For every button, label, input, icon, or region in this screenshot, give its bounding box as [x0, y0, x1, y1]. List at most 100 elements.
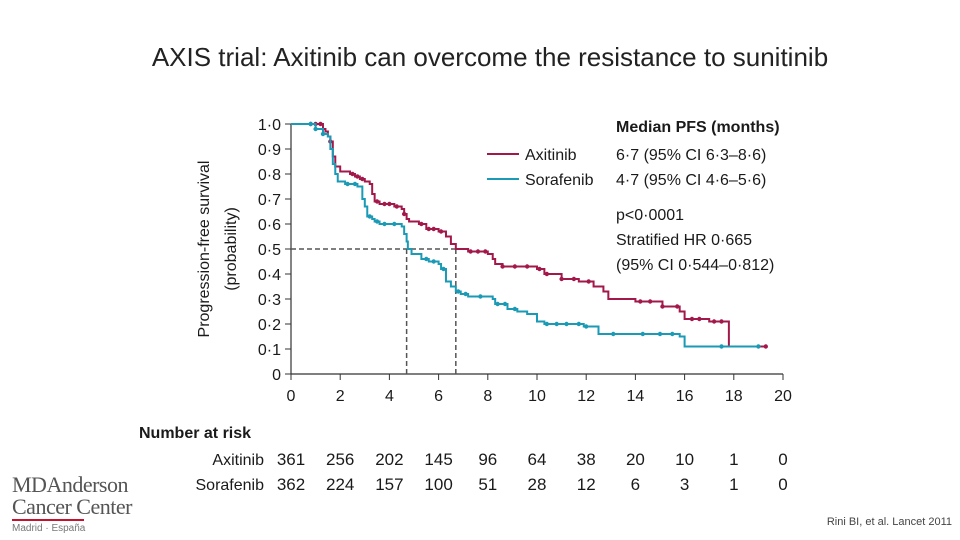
y-axis-label: Progression-free survival (probability): [196, 161, 240, 338]
censor-mark-sorafenib: [719, 344, 724, 349]
censor-mark-axitinib: [763, 344, 768, 349]
x-ticks: 0 2 4 6 8 10 12 14 16 18 20: [287, 374, 792, 405]
curve-sorafenib: [291, 123, 759, 348]
risk-value-axitinib: 20: [626, 450, 645, 469]
censor-mark-sorafenib: [441, 266, 446, 272]
censor-mark-sorafenib: [670, 331, 675, 337]
risk-value-sorafenib: 157: [375, 475, 403, 494]
censor-mark-axitinib: [360, 176, 365, 182]
y-tick-label: 0·2: [258, 317, 281, 334]
censor-mark-sorafenib: [352, 181, 358, 187]
logo-underline: [12, 519, 84, 521]
censor-mark-sorafenib: [374, 219, 380, 224]
y-tick-label: 0·8: [258, 167, 281, 184]
censor-mark-axitinib: [318, 121, 323, 127]
censor-mark-sorafenib: [463, 291, 468, 297]
censor-mark-axitinib: [431, 226, 436, 232]
censor-mark-sorafenib: [478, 294, 483, 299]
censor-mark-sorafenib: [756, 344, 761, 349]
censor-mark-axitinib: [647, 299, 653, 304]
censor-mark-axitinib: [697, 316, 702, 322]
y-axis-label-line2: (probability): [223, 207, 240, 291]
x-tick-label: 10: [528, 388, 546, 405]
x-tick-label: 16: [676, 388, 694, 405]
censor-mark-axitinib: [660, 304, 665, 309]
logo-line-1: MDAnderson: [12, 472, 129, 497]
censor-mark-axitinib: [512, 264, 518, 269]
censor-mark-sorafenib: [544, 321, 550, 327]
y-tick-label: 0·9: [258, 142, 281, 159]
censor-mark-sorafenib: [495, 301, 500, 307]
censor-mark-axitinib: [483, 249, 488, 254]
censor-mark-axitinib: [500, 264, 505, 269]
x-tick-label: 20: [774, 388, 792, 405]
censor-mark-axitinib: [438, 229, 444, 234]
y-tick-label: 1·0: [258, 117, 281, 134]
x-tick-label: 6: [434, 388, 443, 405]
censor-mark-axitinib: [468, 249, 473, 254]
censor-mark-sorafenib: [554, 321, 559, 327]
censor-mark-axitinib: [675, 304, 680, 309]
censor-mark-axitinib: [571, 276, 577, 282]
risk-value-sorafenib: 51: [478, 475, 497, 494]
risk-value-axitinib: 64: [528, 450, 547, 469]
hazard-ratio-annotation: Stratified HR 0·665: [616, 232, 752, 249]
x-tick-label: 4: [385, 388, 394, 405]
censor-mark-axitinib: [401, 211, 407, 217]
censor-mark-sorafenib: [611, 331, 616, 337]
risk-value-sorafenib: 224: [326, 475, 354, 494]
censor-mark-sorafenib: [392, 221, 397, 227]
x-tick-label: 14: [627, 388, 645, 405]
censor-mark-sorafenib: [345, 181, 350, 187]
legend-label-axitinib: Axitinib: [525, 147, 577, 164]
censor-mark-sorafenib: [313, 126, 318, 132]
censor-mark-axitinib: [559, 276, 564, 282]
risk-value-sorafenib: 12: [577, 475, 596, 494]
censor-mark-sorafenib: [424, 256, 429, 262]
p-value-annotation: p<0·0001: [616, 207, 684, 224]
legend: Median PFS (months) Axitinib 6·7 (95% CI…: [487, 119, 780, 274]
censor-mark-axitinib: [689, 316, 695, 322]
risk-value-axitinib: 96: [478, 450, 497, 469]
risk-value-sorafenib: 1: [729, 475, 738, 494]
x-tick-label: 12: [577, 388, 595, 405]
censor-mark-axitinib: [719, 319, 724, 324]
censor-mark-axitinib: [711, 319, 717, 324]
censor-mark-sorafenib: [640, 331, 645, 337]
risk-row-label-sorafenib: Sorafenib: [196, 477, 265, 494]
risk-value-axitinib: 202: [375, 450, 403, 469]
censor-mark-sorafenib: [320, 131, 326, 137]
y-tick-label: 0·1: [258, 342, 281, 359]
censor-mark-sorafenib: [512, 306, 518, 312]
legend-header: Median PFS (months): [616, 119, 780, 136]
survival-curves: [291, 121, 768, 349]
censor-mark-sorafenib: [456, 289, 461, 294]
censor-mark-sorafenib: [308, 121, 313, 127]
median-reference-lines: [291, 248, 457, 374]
curve-axitinib: [291, 123, 766, 348]
censor-mark-axitinib: [586, 279, 591, 284]
risk-value-sorafenib: 0: [778, 475, 787, 494]
risk-value-axitinib: 0: [778, 450, 787, 469]
censor-mark-axitinib: [350, 171, 355, 177]
x-tick-label: 18: [725, 388, 743, 405]
legend-label-sorafenib: Sorafenib: [525, 172, 594, 189]
risk-value-sorafenib: 6: [631, 475, 640, 494]
risk-value-axitinib: 145: [424, 450, 452, 469]
risk-row-label-axitinib: Axitinib: [212, 452, 264, 469]
censor-mark-axitinib: [387, 201, 392, 207]
risk-value-sorafenib: 100: [424, 475, 452, 494]
censor-mark-sorafenib: [382, 221, 387, 227]
censor-mark-sorafenib: [657, 331, 663, 337]
y-tick-label: 0·3: [258, 292, 281, 309]
risk-value-axitinib: 256: [326, 450, 354, 469]
slide-title: AXIS trial: Axitinib can overcome the re…: [151, 42, 829, 72]
risk-value-axitinib: 361: [277, 450, 305, 469]
risk-value-sorafenib: 3: [680, 475, 689, 494]
citation: Rini BI, et al. Lancet 2011: [826, 516, 952, 528]
censor-mark-axitinib: [394, 204, 399, 209]
mdanderson-logo: MDAnderson Cancer Center Madrid · España: [12, 474, 152, 534]
legend-value-axitinib: 6·7 (95% CI 6·3–8·6): [616, 147, 766, 164]
